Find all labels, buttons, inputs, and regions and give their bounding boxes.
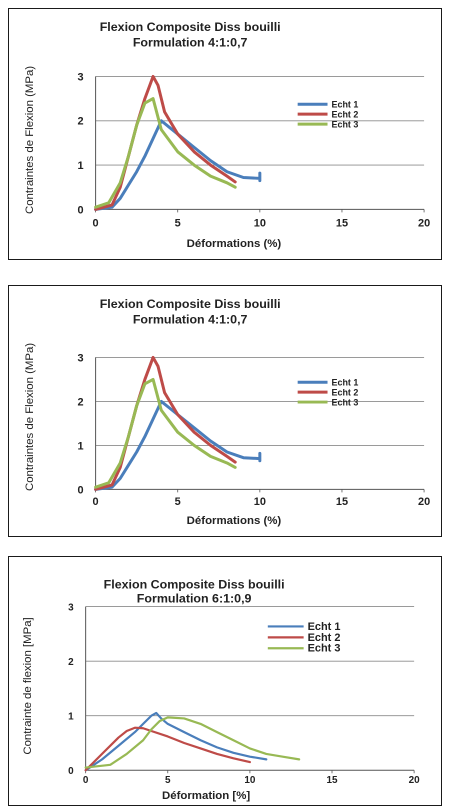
y-tick-label: 0: [68, 766, 74, 777]
legend-item-2: Echt 2: [297, 388, 359, 398]
chart-panel-3: Flexion Composite Diss bouilli Formulati…: [8, 556, 442, 806]
tick-labels: 0 1 2 3 0 5 10 15 20: [78, 352, 431, 508]
y-tick-label: 2: [68, 657, 74, 668]
legend-label: Echt 1: [308, 621, 341, 633]
legend-label: Echt 1: [332, 378, 359, 388]
y-tick-label: 0: [78, 204, 84, 216]
gridlines: [95, 356, 425, 446]
x-tick-label: 5: [175, 217, 181, 229]
x-axis-label: Déformations (%): [187, 238, 282, 250]
y-tick-label: 3: [68, 603, 74, 614]
series-line-1: [94, 399, 262, 491]
chart-3-svg: Flexion Composite Diss bouilli Formulati…: [22, 578, 420, 802]
x-tick-label: 15: [336, 217, 348, 229]
x-tick-label: 10: [244, 775, 256, 786]
x-axis-label: Déformation [%]: [162, 790, 250, 802]
x-tick-label: 0: [93, 217, 99, 229]
y-tick-label: 1: [78, 440, 84, 452]
series-line-3: [84, 716, 301, 769]
gridlines: [85, 606, 415, 717]
x-tick-label: 15: [326, 775, 338, 786]
legend-item-2: Echt 2: [267, 632, 341, 644]
y-axis-label: Contraintes de Flexion (MPa): [24, 343, 36, 491]
chart-1-svg: Flexion Composite Diss bouilli Formulati…: [24, 20, 431, 250]
legend-label: Echt 3: [332, 398, 359, 408]
y-axis-label: Contraintes de Flexion (MPa): [24, 66, 36, 214]
legend-item-1: Echt 1: [267, 621, 341, 633]
legend-item-3: Echt 3: [267, 643, 341, 655]
x-tick-label: 0: [93, 496, 99, 508]
legend-label: Echt 3: [308, 643, 341, 655]
legend-label: Echt 2: [308, 632, 341, 644]
chart-panel-1: Flexion Composite Diss bouilli Formulati…: [8, 8, 442, 260]
series-line-1: [94, 119, 262, 211]
x-tick-label: 10: [254, 217, 266, 229]
x-tick-label: 5: [175, 496, 181, 508]
series-line-1: [84, 711, 268, 772]
chart-panel-2: Flexion Composite Diss bouilli Formulati…: [8, 285, 442, 537]
series-group: [84, 711, 301, 772]
axes: [95, 357, 425, 493]
x-tick-label: 10: [254, 496, 266, 508]
y-tick-label: 3: [78, 71, 84, 83]
y-tick-label: 0: [78, 484, 84, 496]
chart-title: Flexion Composite Diss bouilli: [100, 297, 281, 311]
legend-label: Echt 2: [332, 388, 359, 398]
y-tick-label: 2: [78, 116, 84, 128]
axes: [95, 76, 425, 213]
y-tick-label: 3: [78, 352, 84, 364]
chart-subtitle: Formulation 4:1:0,7: [133, 36, 248, 50]
x-axis-label: Déformations (%): [187, 515, 282, 527]
x-tick-label: 20: [418, 496, 430, 508]
legend-item-3: Echt 3: [297, 120, 359, 130]
y-tick-label: 1: [78, 160, 84, 172]
legend-item-1: Echt 1: [297, 100, 359, 110]
gridlines: [95, 76, 425, 166]
legend-label: Echt 2: [332, 110, 359, 120]
chart-2-svg: Flexion Composite Diss bouilli Formulati…: [24, 297, 431, 527]
x-tick-label: 5: [165, 775, 171, 786]
series-group: [94, 74, 262, 211]
x-tick-label: 0: [83, 775, 89, 786]
y-tick-label: 2: [78, 396, 84, 408]
chart-title: Flexion Composite Diss bouilli: [100, 20, 281, 34]
x-tick-label: 20: [409, 775, 421, 786]
tick-labels: 0 1 2 3 0 5 10 15 20: [78, 71, 431, 229]
series-line-3: [94, 377, 237, 489]
y-axis-label: Contrainte de flexion [MPa]: [22, 617, 34, 754]
legend-item-1: Echt 1: [297, 378, 359, 388]
legend-item-3: Echt 3: [297, 398, 359, 408]
legend-label: Echt 1: [332, 100, 359, 110]
axes: [85, 606, 415, 774]
tick-labels: 0 1 2 3 0 5 10 15 20: [68, 603, 420, 787]
x-tick-label: 15: [336, 496, 348, 508]
y-tick-label: 1: [68, 712, 74, 723]
series-line-3: [94, 97, 237, 209]
chart-title: Flexion Composite Diss bouilli: [104, 578, 285, 592]
x-tick-label: 20: [418, 217, 430, 229]
chart-subtitle: Formulation 4:1:0,7: [133, 313, 248, 327]
legend-item-2: Echt 2: [297, 110, 359, 120]
series-group: [94, 355, 262, 491]
legend-label: Echt 3: [332, 120, 359, 130]
chart-subtitle: Formulation 6:1:0,9: [137, 592, 252, 606]
